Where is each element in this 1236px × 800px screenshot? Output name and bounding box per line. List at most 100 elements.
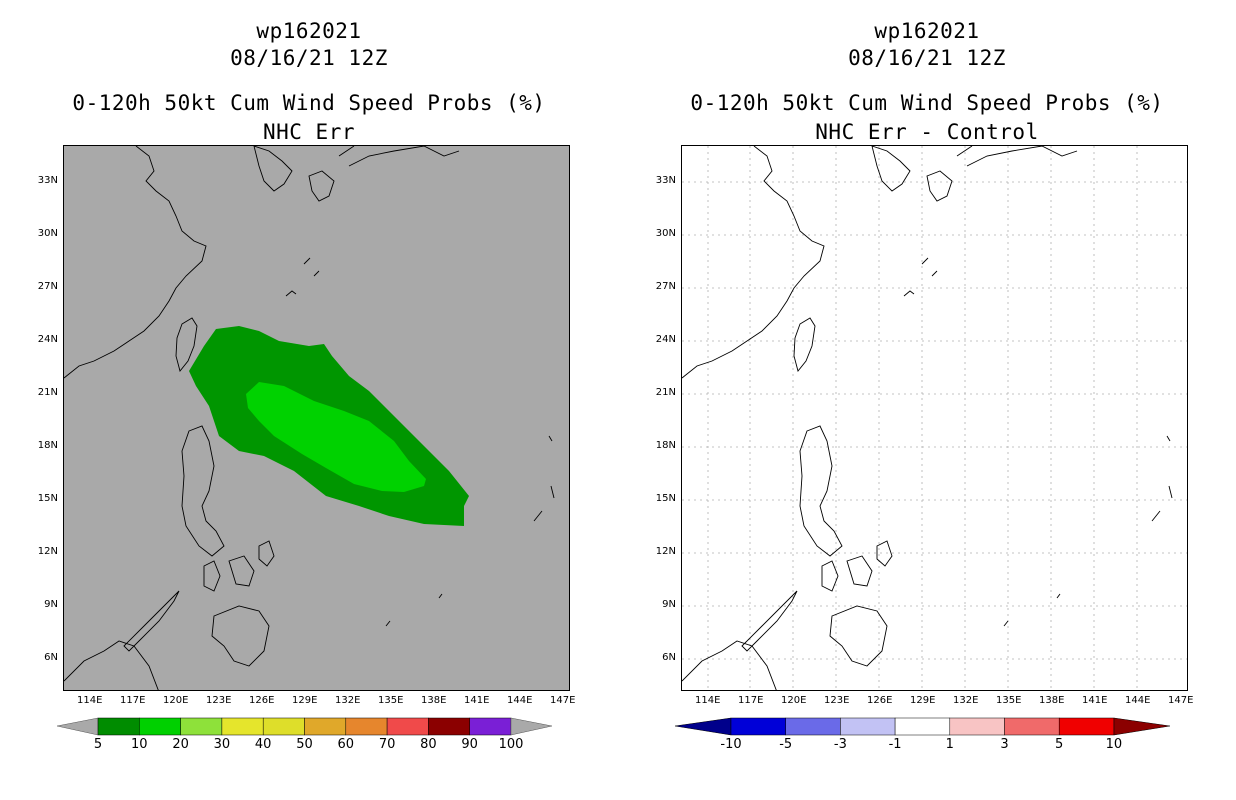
y-tick-label: 21N xyxy=(655,387,676,398)
x-tick-label: 135E xyxy=(996,695,1022,706)
y-tick-label: 6N xyxy=(44,652,58,663)
map-layer xyxy=(682,146,1187,690)
x-tick-label: 144E xyxy=(507,695,533,706)
colorbar-label: 40 xyxy=(254,737,272,752)
x-tick-label: 144E xyxy=(1125,695,1151,706)
x-tick-label: 126E xyxy=(867,695,893,706)
right-colorbar xyxy=(674,717,1171,736)
left-colorbar-high-end xyxy=(510,717,553,736)
x-tick-label: 123E xyxy=(824,695,850,706)
map-background xyxy=(682,146,1187,690)
y-tick-label: 33N xyxy=(37,175,58,186)
colorbar-swatch xyxy=(469,717,512,736)
x-tick-label: 132E xyxy=(953,695,979,706)
x-tick-label: 117E xyxy=(738,695,764,706)
colorbar-swatch xyxy=(1004,717,1060,736)
colorbar-label: -1 xyxy=(888,737,902,752)
left-panel: wp162021 08/16/21 12Z 0-120h 50kt Cum Wi… xyxy=(37,19,576,752)
probability-map xyxy=(63,145,570,691)
colorbar-swatch xyxy=(1058,717,1115,736)
colorbar-swatch xyxy=(949,717,1005,736)
colorbar-label: -5 xyxy=(779,737,793,752)
x-tick-label: 138E xyxy=(1039,695,1065,706)
colorbar-swatch xyxy=(180,717,223,736)
x-tick-label: 114E xyxy=(77,695,103,706)
right-colorbar-low-end xyxy=(674,717,732,736)
y-tick-label: 33N xyxy=(655,175,676,186)
colorbar-label: 1 xyxy=(945,737,954,752)
y-tick-label: 30N xyxy=(37,228,58,239)
y-tick-label: 27N xyxy=(37,281,58,292)
map-layer xyxy=(64,146,569,690)
y-tick-label: 15N xyxy=(37,493,58,504)
colorbar-label: 10 xyxy=(1105,737,1123,752)
x-tick-label: 132E xyxy=(335,695,361,706)
y-tick-label: 27N xyxy=(655,281,676,292)
colorbar-swatch xyxy=(221,717,264,736)
y-tick-label: 18N xyxy=(37,440,58,451)
product-title: 0-120h 50kt Cum Wind Speed Probs (%) xyxy=(690,91,1164,115)
x-tick-label: 147E xyxy=(1168,695,1194,706)
colorbar-label: 3 xyxy=(1000,737,1009,752)
y-tick-label: 9N xyxy=(662,599,676,610)
prob-swath-10-20 xyxy=(246,382,426,492)
colorbar-swatch xyxy=(304,717,347,736)
x-tick-label: 117E xyxy=(120,695,146,706)
y-tick-label: 15N xyxy=(655,493,676,504)
y-tick-label: 12N xyxy=(37,546,58,557)
x-tick-label: 129E xyxy=(292,695,318,706)
x-tick-label: 147E xyxy=(550,695,576,706)
colorbar-swatch xyxy=(262,717,305,736)
colorbar-label: 100 xyxy=(498,737,524,752)
right-colorbar-high-end xyxy=(1113,717,1171,736)
x-tick-label: 120E xyxy=(781,695,807,706)
colorbar-swatch xyxy=(428,717,470,736)
y-tick-label: 30N xyxy=(655,228,676,239)
y-tick-label: 9N xyxy=(44,599,58,610)
colorbar-swatch xyxy=(345,717,388,736)
product-title: 0-120h 50kt Cum Wind Speed Probs (%) xyxy=(72,91,546,115)
storm-id-title: wp162021 xyxy=(256,19,362,43)
colorbar-swatch xyxy=(139,717,181,736)
x-tick-label: 141E xyxy=(1082,695,1108,706)
y-tick-label: 12N xyxy=(655,546,676,557)
colorbar-label: 80 xyxy=(420,737,437,752)
y-tick-label: 6N xyxy=(662,652,676,663)
colorbar-label: 90 xyxy=(461,737,478,752)
colorbar-swatch xyxy=(785,717,841,736)
y-tick-label: 21N xyxy=(37,387,58,398)
colorbar-swatch xyxy=(840,717,896,736)
colorbar-swatch xyxy=(894,717,951,736)
coastlines xyxy=(682,146,1173,690)
colorbar-label: 50 xyxy=(296,737,313,752)
y-tick-label: 24N xyxy=(655,334,676,345)
colorbar-swatch xyxy=(386,717,429,736)
colorbar-label: 5 xyxy=(1055,737,1064,752)
x-tick-label: 123E xyxy=(206,695,232,706)
subtitle-title: NHC Err - Control xyxy=(815,120,1039,144)
left-colorbar-low-end xyxy=(56,717,99,736)
colorbar-label: 30 xyxy=(213,737,231,752)
x-tick-label: 135E xyxy=(378,695,404,706)
colorbar-label: 60 xyxy=(337,737,355,752)
x-tick-label: 141E xyxy=(464,695,490,706)
datetime-title: 08/16/21 12Z xyxy=(230,46,388,70)
colorbar-swatch xyxy=(730,717,786,736)
datetime-title: 08/16/21 12Z xyxy=(848,46,1006,70)
x-tick-label: 120E xyxy=(163,695,189,706)
x-tick-label: 129E xyxy=(910,695,936,706)
storm-id-title: wp162021 xyxy=(874,19,980,43)
colorbar-label: -3 xyxy=(833,737,847,752)
subtitle-title: NHC Err xyxy=(262,120,355,144)
gridlines xyxy=(682,146,1187,690)
x-tick-label: 138E xyxy=(421,695,447,706)
colorbar-label: 5 xyxy=(93,737,103,752)
x-tick-label: 126E xyxy=(249,695,275,706)
colorbar-label: 70 xyxy=(378,737,396,752)
colorbar-swatch xyxy=(97,717,140,736)
y-tick-label: 18N xyxy=(655,440,676,451)
colorbar-label: -10 xyxy=(720,737,742,752)
difference-map xyxy=(681,145,1188,691)
colorbar-label: 10 xyxy=(131,737,148,752)
y-tick-label: 24N xyxy=(37,334,58,345)
